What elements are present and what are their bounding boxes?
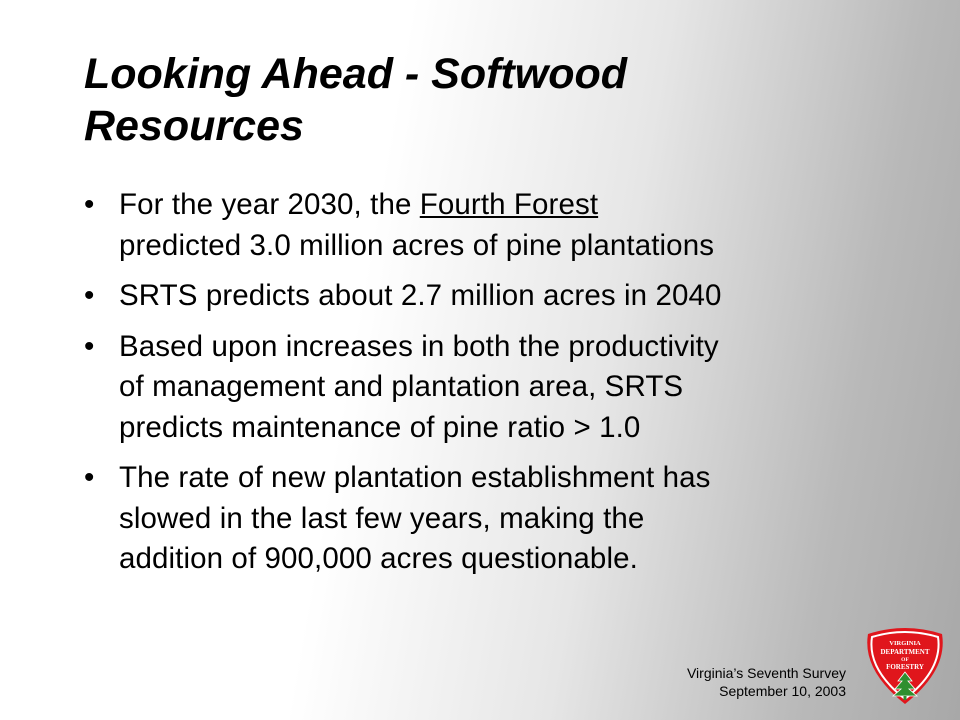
slide-title-line-1: Looking Ahead - Softwood bbox=[84, 50, 628, 98]
logo-text-department: DEPARTMENT bbox=[880, 648, 929, 656]
bullet-line: predicted 3.0 million acres of pine plan… bbox=[119, 228, 715, 262]
bullet-list: • For the year 2030, the Fourth Forest p… bbox=[84, 185, 884, 590]
bullet-line: predicts maintenance of pine ratio > 1.0 bbox=[119, 410, 641, 444]
tree-icon bbox=[891, 671, 919, 700]
bullet-line: of management and plantation area, SRTS bbox=[119, 370, 684, 403]
bullet-line: For the year 2030, the Fourth Forest bbox=[119, 185, 884, 226]
bullet-text: For the year 2030, the bbox=[119, 188, 420, 221]
bullet-item-4: • The rate of new plantation establishme… bbox=[84, 458, 884, 580]
bullet-item-1: • For the year 2030, the Fourth Forest p… bbox=[84, 185, 884, 266]
logo-text-of: OF bbox=[901, 657, 909, 663]
bullet-line: The rate of new plantation establishment… bbox=[119, 461, 711, 494]
fourth-forest-reference: Fourth Forest bbox=[419, 188, 599, 221]
bullet-line: SRTS predicts about 2.7 million acres in… bbox=[119, 279, 722, 312]
slide-title: Looking Ahead - Softwood Resources bbox=[84, 48, 884, 152]
bullet-line: Based upon increases in both the product… bbox=[119, 329, 719, 363]
virginia-forestry-logo: VIRGINIA DEPARTMENT OF FORESTRY bbox=[867, 628, 943, 704]
footer-date: September 10, 2003 bbox=[719, 683, 846, 699]
bullet-line: slowed in the last few years, making the bbox=[119, 501, 645, 535]
footer-survey-name: Virginia’s Seventh Survey bbox=[686, 665, 846, 681]
logo-shield bbox=[867, 628, 943, 704]
logo-text-virginia: VIRGINIA bbox=[889, 640, 921, 647]
bullet-dot: • bbox=[84, 329, 95, 363]
bullet-dot: • bbox=[84, 188, 95, 221]
logo-text-forestry: FORESTRY bbox=[886, 663, 924, 671]
slide-title-line-2: Resources bbox=[84, 102, 304, 150]
bullet-dot: • bbox=[84, 279, 95, 312]
bullet-item-2: • SRTS predicts about 2.7 million acres … bbox=[84, 276, 884, 317]
bullet-dot: • bbox=[84, 461, 95, 494]
bullet-line: addition of 900,000 acres questionable. bbox=[119, 542, 638, 575]
bullet-item-3: • Based upon increases in both the produ… bbox=[84, 327, 884, 449]
logo-shield-outline bbox=[870, 631, 940, 701]
footer: Virginia’s Seventh Survey September 10, … bbox=[687, 664, 846, 700]
